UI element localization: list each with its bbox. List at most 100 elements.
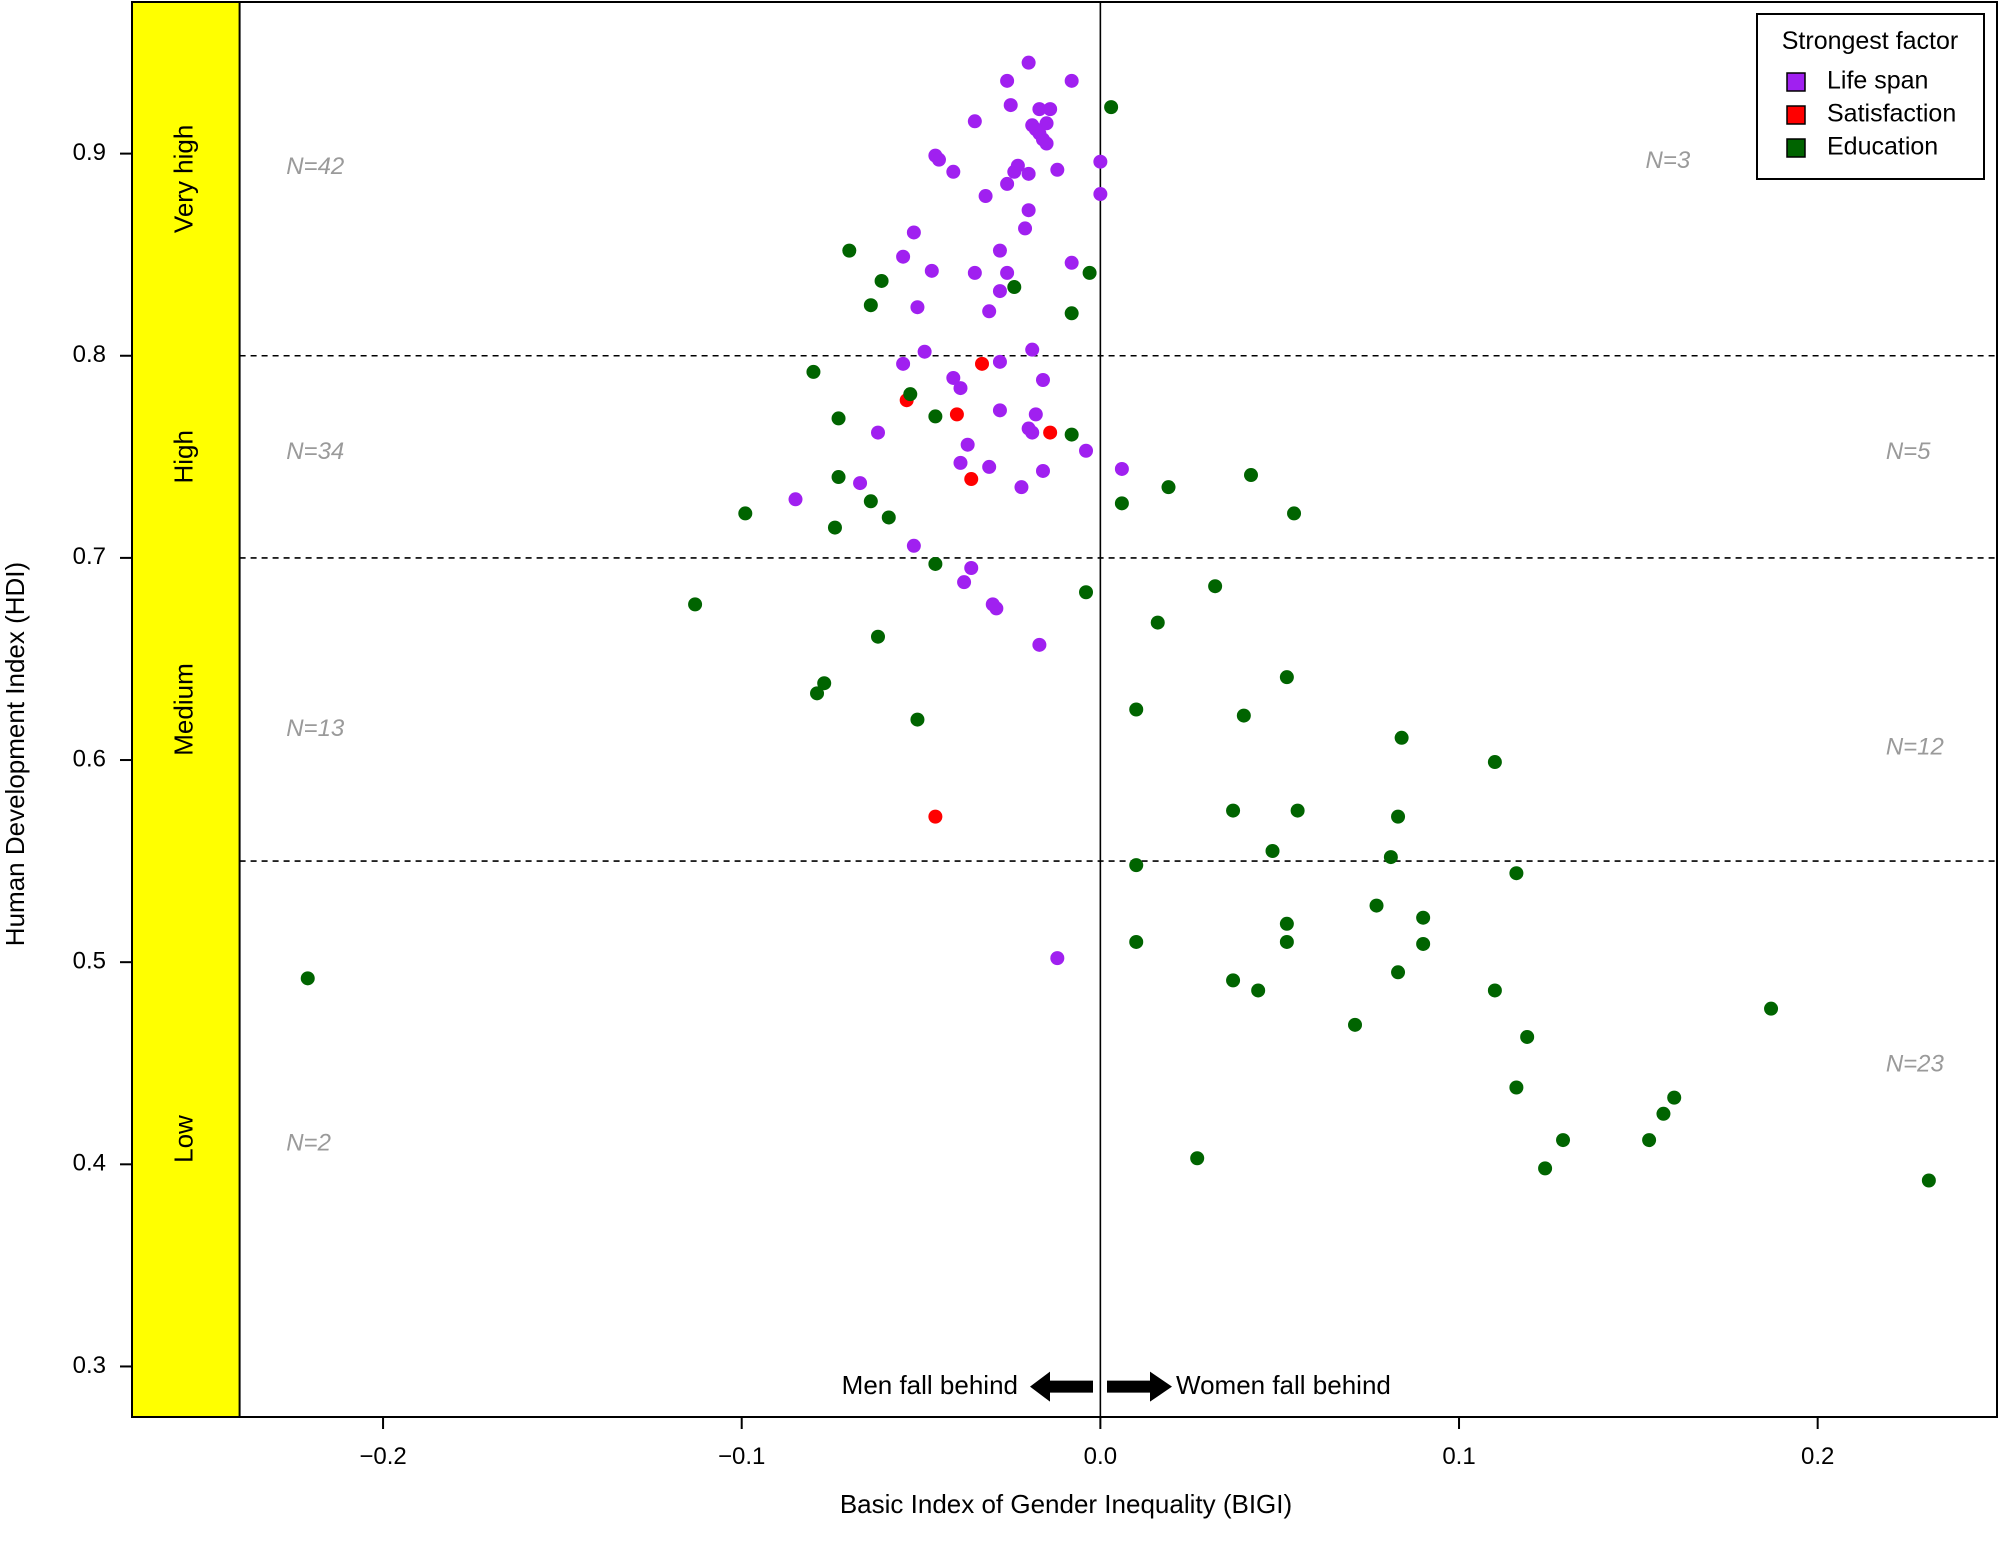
- data-point: [842, 243, 857, 258]
- data-point: [992, 284, 1007, 299]
- x-tick-label: 0.1: [1442, 1443, 1475, 1470]
- n-count-label-1: N=3: [1646, 147, 1691, 174]
- legend-label: Life span: [1827, 67, 1928, 95]
- data-point: [1764, 1001, 1779, 1016]
- legend-swatch: [1786, 138, 1806, 158]
- n-count-label-7: N=23: [1886, 1051, 1945, 1078]
- data-point: [817, 676, 832, 691]
- y-tick-label: 0.9: [73, 139, 106, 166]
- data-point: [1114, 496, 1129, 511]
- data-point: [953, 381, 968, 396]
- band-label-3: Low: [169, 1115, 199, 1163]
- n-count-label-0: N=42: [286, 153, 344, 180]
- data-point: [1050, 162, 1065, 177]
- data-point: [1509, 866, 1524, 881]
- data-point: [738, 506, 753, 521]
- data-point: [1391, 965, 1406, 980]
- data-point: [1642, 1133, 1657, 1148]
- band-label-1: High: [169, 430, 199, 483]
- data-point: [1082, 265, 1097, 280]
- direction-annotations: Men fall behind Women fall behind: [842, 1370, 1391, 1402]
- data-point: [928, 409, 943, 424]
- data-point: [1556, 1133, 1571, 1148]
- data-point: [1032, 102, 1047, 117]
- x-axis: −0.2 −0.1 0.0 0.1 0.2: [359, 1417, 1834, 1470]
- data-point: [992, 354, 1007, 369]
- data-point: [1416, 936, 1431, 951]
- x-tick-label: 0.0: [1084, 1443, 1117, 1470]
- legend-label: Education: [1827, 133, 1938, 161]
- data-point: [1487, 755, 1502, 770]
- data-point: [906, 225, 921, 240]
- data-point: [982, 304, 997, 319]
- y-tick-label: 0.3: [73, 1352, 106, 1379]
- data-point: [1021, 55, 1036, 70]
- data-point: [1039, 136, 1054, 151]
- data-point: [1265, 844, 1280, 858]
- y-tick-label: 0.8: [73, 341, 106, 368]
- data-point: [1190, 1151, 1205, 1166]
- data-point: [1039, 116, 1054, 131]
- data-point: [1018, 221, 1033, 236]
- data-point: [960, 437, 975, 452]
- y-axis-title: Human Development Index (HDI): [0, 562, 30, 946]
- band-label-2: Medium: [169, 663, 199, 755]
- data-point: [1043, 425, 1058, 440]
- data-point: [964, 561, 979, 575]
- data-point: [1028, 407, 1043, 422]
- data-point: [1079, 443, 1094, 458]
- data-point: [1290, 803, 1305, 818]
- n-count-label-5: N=12: [1886, 733, 1944, 760]
- data-point: [946, 370, 961, 385]
- data-point: [1014, 480, 1029, 495]
- legend-swatch: [1786, 105, 1806, 125]
- legend-title: Strongest factor: [1782, 27, 1958, 55]
- data-point: [1226, 803, 1241, 818]
- hdi-threshold-lines: [239, 354, 1997, 862]
- data-point: [1043, 102, 1058, 117]
- data-point: [928, 809, 943, 824]
- data-point: [896, 356, 911, 371]
- data-point: [874, 273, 889, 288]
- n-count-label-2: N=34: [286, 438, 344, 465]
- data-point: [949, 407, 964, 422]
- hdi-band-strip: Very high High Medium Low: [132, 2, 241, 1417]
- data-point: [300, 971, 315, 986]
- data-point: [1236, 708, 1251, 723]
- women-fall-behind-label: Women fall behind: [1176, 1370, 1391, 1400]
- data-point: [1025, 425, 1040, 440]
- data-point: [1021, 166, 1036, 181]
- x-tick-label: −0.1: [718, 1443, 765, 1470]
- data-point: [1007, 280, 1022, 295]
- data-point: [1003, 98, 1018, 113]
- n-count-label-4: N=13: [286, 715, 345, 742]
- data-point: [1244, 468, 1258, 483]
- data-point: [1035, 463, 1050, 478]
- data-point: [1050, 951, 1065, 966]
- data-point: [1064, 255, 1079, 270]
- n-count-labels: N=42 N=3 N=34 N=5 N=13 N=12 N=2 N=23: [286, 147, 1944, 1156]
- data-point: [906, 538, 921, 553]
- data-point: [1287, 506, 1302, 521]
- data-point: [1656, 1106, 1671, 1121]
- data-point: [1093, 154, 1108, 169]
- y-tick-label: 0.4: [73, 1150, 106, 1177]
- data-point: [931, 152, 946, 167]
- data-point: [957, 575, 972, 590]
- data-point: [1064, 73, 1079, 88]
- data-point: [1035, 373, 1050, 388]
- data-point: [992, 403, 1007, 418]
- data-point: [1369, 898, 1384, 913]
- data-point: [827, 520, 842, 535]
- data-point: [1921, 1173, 1936, 1188]
- band-strip: [132, 2, 240, 1417]
- x-tick-label: −0.2: [359, 1443, 406, 1470]
- right-arrow-icon: [1107, 1371, 1172, 1402]
- x-tick-label: 0.2: [1801, 1443, 1834, 1470]
- plot-border: [131, 1, 1998, 1418]
- data-point: [1129, 702, 1144, 717]
- data-point: [967, 114, 982, 129]
- y-axis: 0.3 0.4 0.5 0.6 0.7 0.8 0.9: [73, 139, 132, 1379]
- data-point: [853, 476, 868, 491]
- data-point: [989, 601, 1004, 616]
